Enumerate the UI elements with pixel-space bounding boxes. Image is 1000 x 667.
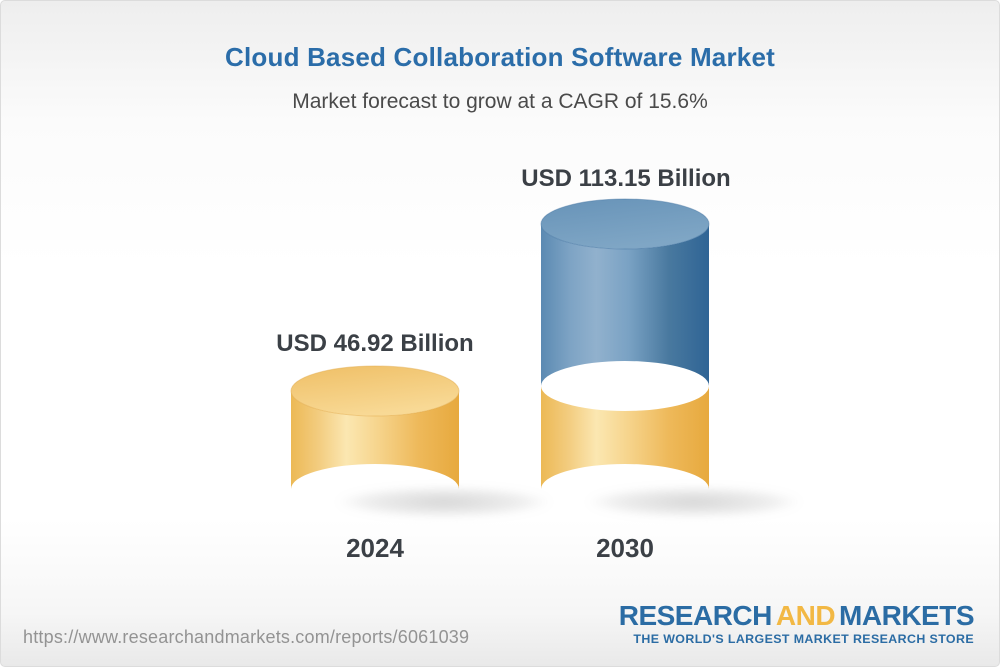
category-label-2030: 2030 [596, 533, 654, 563]
logo-word-markets: MARKETS [839, 600, 974, 631]
page-subtitle: Market forecast to grow at a CAGR of 15.… [292, 90, 708, 113]
bar-2030-shadow [586, 486, 802, 518]
logo-wordmark: RESEARCH AND MARKETS [618, 600, 975, 631]
research-and-markets-logo: RESEARCH AND MARKETS THE WORLD'S LARGEST M… [618, 600, 975, 647]
bar-2024-body [291, 391, 459, 489]
bar-2030-growth-segment [541, 224, 709, 386]
page-title: Cloud Based Collaboration Software Marke… [225, 42, 775, 72]
category-label-2024: 2024 [346, 533, 404, 563]
bar-2024-top-face [290, 365, 460, 417]
bar-2024-cylinder [290, 365, 460, 489]
logo-word-research: RESEARCH [618, 600, 773, 631]
bar-2030-cylinder [540, 198, 710, 489]
value-label-2024: USD 46.92 Billion [276, 330, 474, 357]
bar-2030-base-segment [541, 386, 709, 489]
logo-tagline: THE WORLD'S LARGEST MARKET RESEARCH STOR… [633, 632, 974, 647]
value-label-2030: USD 113.15 Billion [521, 165, 731, 192]
logo-word-and: AND [775, 600, 836, 631]
bar-2024-shadow [336, 486, 552, 518]
bar-2030-top-face [540, 198, 710, 250]
source-url: https://www.researchandmarkets.com/repor… [23, 627, 470, 647]
